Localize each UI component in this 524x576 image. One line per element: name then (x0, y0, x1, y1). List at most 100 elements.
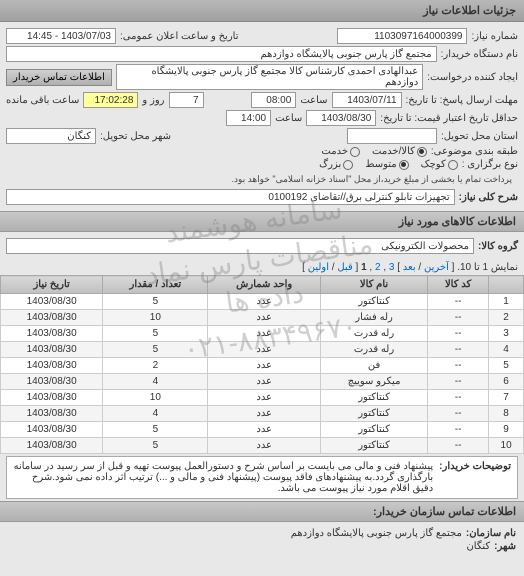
org-value: مجتمع گاز پارس جنوبی پالایشگاه دوازدهم (291, 528, 462, 539)
table-cell: عدد (208, 342, 321, 358)
city-label: شهر: (494, 541, 516, 552)
table-cell: عدد (208, 374, 321, 390)
validity-date-field: 1403/08/30 (306, 110, 376, 126)
items-section-title: اطلاعات کالاهای مورد نیاز (0, 211, 524, 232)
table-cell: 5 (489, 358, 524, 374)
table-cell: -- (428, 294, 489, 310)
radio-dot-icon (417, 147, 427, 157)
pager-first[interactable]: اولین (308, 262, 329, 273)
table-cell: 1403/08/30 (1, 390, 103, 406)
table-header: واحد شمارش (208, 276, 321, 294)
footer-section-title: اطلاعات تماس سازمان خریدار: (0, 501, 524, 522)
pager-last[interactable]: آخرین (424, 262, 449, 273)
table-cell: 5 (103, 438, 208, 454)
amount-radio-group: کوچک متوسط بزرگ (319, 159, 458, 170)
table-cell: رله فشار (321, 310, 428, 326)
table-row[interactable]: 4--رله قدرتعدد51403/08/30 (1, 342, 524, 358)
delivery-state-label: استان محل تحویل: (441, 131, 518, 142)
form-area: شماره نیاز: 1103097164000399 تاریخ و ساع… (0, 22, 524, 211)
table-cell: 4 (103, 374, 208, 390)
table-cell: 1403/08/30 (1, 358, 103, 374)
remaining-label: ساعت باقی مانده (6, 95, 79, 106)
radio-dot-icon (399, 160, 409, 170)
amount-type-label: نوع برگزاری : (462, 159, 518, 170)
table-cell: عدد (208, 358, 321, 374)
table-cell: عدد (208, 406, 321, 422)
table-cell: 2 (103, 358, 208, 374)
table-cell: عدد (208, 294, 321, 310)
pager: نمایش 1 تا 10. [ آخرین / بعد ] 3 , 2 , 1… (0, 260, 524, 275)
validity-time-field: 14:00 (226, 110, 271, 126)
delivery-city-label: شهر محل تحویل: (100, 131, 171, 142)
table-row[interactable]: 6--میکرو سوییچعدد41403/08/30 (1, 374, 524, 390)
radio-service[interactable]: خدمت (321, 146, 360, 157)
table-cell: کنتاکتور (321, 406, 428, 422)
table-row[interactable]: 10--کنتاکتورعدد51403/08/30 (1, 438, 524, 454)
table-cell: کنتاکتور (321, 294, 428, 310)
pager-p3[interactable]: 3 (389, 262, 395, 273)
table-cell: رله قدرت (321, 342, 428, 358)
table-row[interactable]: 5--فنعدد21403/08/30 (1, 358, 524, 374)
table-cell: عدد (208, 390, 321, 406)
radio-large[interactable]: بزرگ (319, 159, 353, 170)
pager-p2[interactable]: 2 (375, 262, 381, 273)
table-cell: عدد (208, 422, 321, 438)
table-cell: 1403/08/30 (1, 342, 103, 358)
items-table: کد کالانام کالاواحد شمارشتعداد / مقدارتا… (0, 275, 524, 454)
table-cell: 4 (489, 342, 524, 358)
radio-circle-icon (343, 160, 353, 170)
table-cell: -- (428, 326, 489, 342)
table-cell: عدد (208, 438, 321, 454)
table-cell: 1403/08/30 (1, 310, 103, 326)
days-field: 7 (169, 92, 204, 108)
pager-prev[interactable]: قبل (337, 262, 352, 273)
table-cell: 6 (489, 374, 524, 390)
announce-field: 1403/07/03 - 14:45 (6, 28, 116, 44)
pager-next[interactable]: بعد (403, 262, 416, 273)
contact-button[interactable]: اطلاعات تماس خریدار (6, 69, 112, 86)
table-cell: 10 (103, 310, 208, 326)
table-header: نام کالا (321, 276, 428, 294)
buyer-note-box: توضیحات خریدار: پیشنهاد فنی و مالی می با… (6, 456, 518, 499)
subject-label: شرح کلی نیاز: (459, 192, 518, 203)
table-cell: میکرو سوییچ (321, 374, 428, 390)
deadline-date-field: 1403/07/11 (332, 92, 402, 108)
pager-p1: 1 (361, 262, 367, 273)
buyer-field: مجتمع گاز پارس جنوبی پالایشگاه دوازدهم (6, 46, 437, 62)
table-cell: 1403/08/30 (1, 294, 103, 310)
table-cell: -- (428, 358, 489, 374)
buyer-note-text: پیشنهاد فنی و مالی می بایست بر اساس شرح … (13, 461, 433, 494)
table-cell: 8 (489, 406, 524, 422)
table-cell: -- (428, 390, 489, 406)
table-cell: 1403/08/30 (1, 422, 103, 438)
table-cell: کنتاکتور (321, 422, 428, 438)
table-row[interactable]: 9--کنتاکتورعدد51403/08/30 (1, 422, 524, 438)
table-cell: 3 (489, 326, 524, 342)
table-cell: کنتاکتور (321, 390, 428, 406)
table-header: کد کالا (428, 276, 489, 294)
table-row[interactable]: 2--رله فشارعدد101403/08/30 (1, 310, 524, 326)
deadline-label: مهلت ارسال پاسخ: تا تاریخ: (406, 95, 518, 106)
group-label: گروه کالا: (478, 241, 518, 252)
table-row[interactable]: 7--کنتاکتورعدد101403/08/30 (1, 390, 524, 406)
table-cell: 5 (103, 294, 208, 310)
table-header: تعداد / مقدار (103, 276, 208, 294)
table-row[interactable]: 8--کنتاکتورعدد41403/08/30 (1, 406, 524, 422)
radio-circle-icon (350, 147, 360, 157)
footer-info: نام سازمان: مجتمع گاز پارس جنوبی پالایشگ… (0, 522, 524, 558)
table-cell: -- (428, 310, 489, 326)
table-row[interactable]: 1--کنتاکتورعدد51403/08/30 (1, 294, 524, 310)
deadline-time-field: 08:00 (251, 92, 296, 108)
table-header: تاریخ نیاز (1, 276, 103, 294)
radio-medium[interactable]: متوسط (365, 159, 408, 170)
table-cell: 1 (489, 294, 524, 310)
table-row[interactable]: 3--رله قدرتعدد51403/08/30 (1, 326, 524, 342)
radio-goods[interactable]: کالا/خدمت (372, 146, 427, 157)
group-field: محصولات الکترونیکی (6, 238, 474, 254)
table-cell: -- (428, 406, 489, 422)
creator-label: ایجاد کننده درخواست: (427, 72, 518, 83)
radio-small[interactable]: کوچک (421, 159, 458, 170)
category-radio-group: کالا/خدمت خدمت (321, 146, 427, 157)
announce-label: تاریخ و ساعت اعلان عمومی: (120, 31, 239, 42)
table-cell: 10 (103, 390, 208, 406)
